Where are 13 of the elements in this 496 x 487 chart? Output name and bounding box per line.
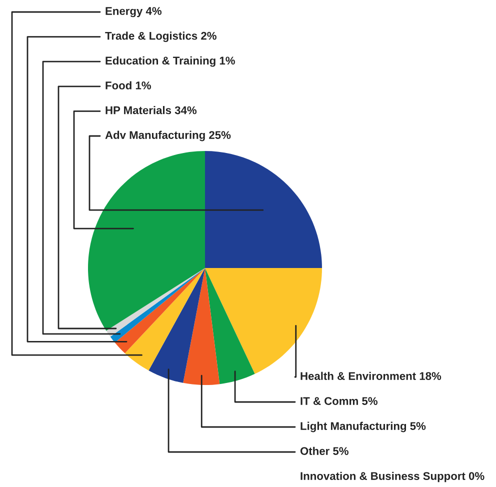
pie-slice xyxy=(205,151,322,268)
category-label: Innovation & Business Support 0% xyxy=(300,472,484,482)
slice-label: IT & Comm 5% xyxy=(300,397,378,405)
slice-label: Food 1% xyxy=(106,81,151,90)
slice-label: HP Materials 34% xyxy=(106,106,197,114)
slice-label: Energy 4% xyxy=(106,7,162,18)
pie-slice xyxy=(148,268,205,383)
slice-label: Adv Manufacturing 25% xyxy=(105,130,231,142)
slice-label: Trade & Logistics 2% xyxy=(105,32,216,42)
slice-label: Education & Training 1% xyxy=(106,56,235,67)
slice-label: Light Manufacturing 5% xyxy=(300,422,426,432)
slice-label: Other 5% xyxy=(300,446,348,455)
slice-label: Health & Environment 18% xyxy=(300,372,442,380)
